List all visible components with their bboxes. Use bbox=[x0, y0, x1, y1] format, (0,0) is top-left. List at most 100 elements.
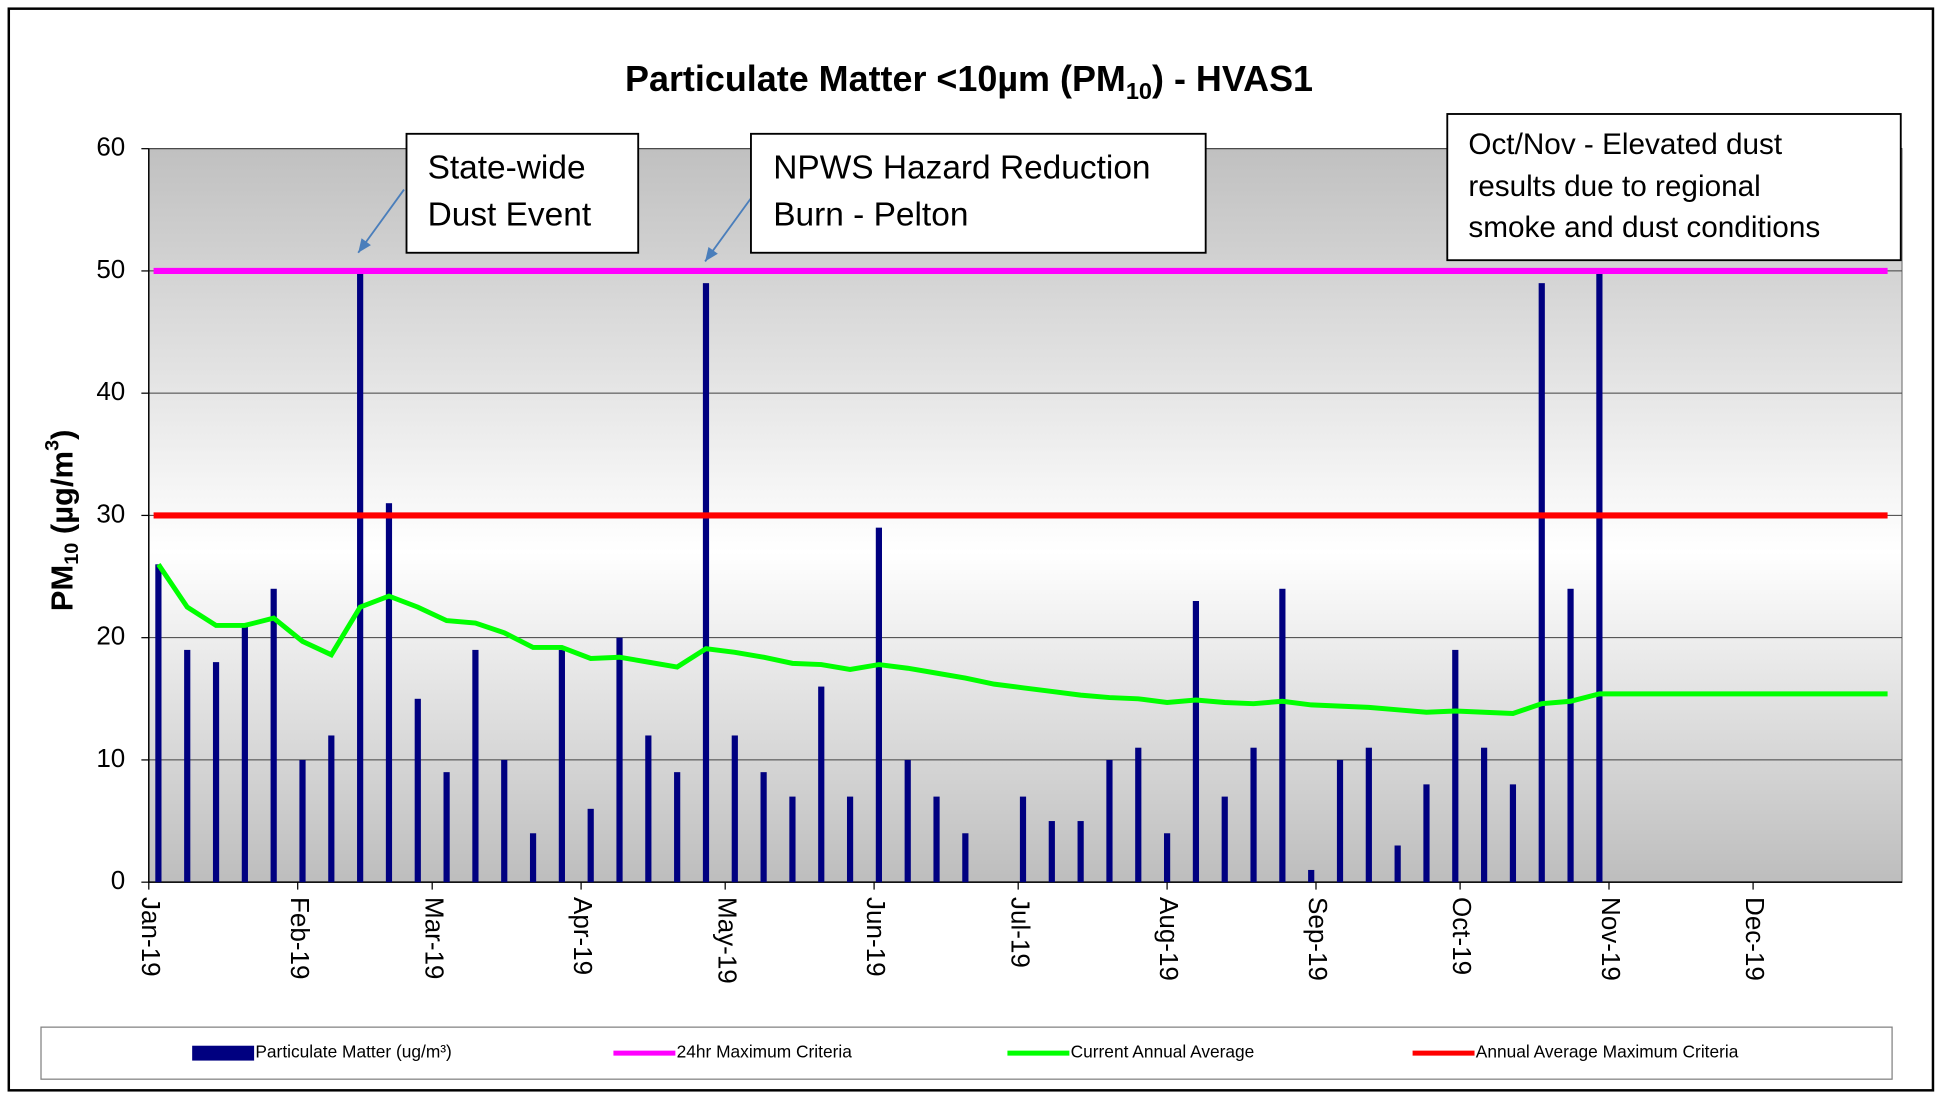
label-sub: 10 bbox=[61, 543, 83, 565]
y-tick-label: 20 bbox=[96, 621, 125, 651]
title-text: ) - HVAS1 bbox=[1152, 58, 1313, 99]
bar bbox=[1192, 601, 1200, 883]
annotation-text: results due to regional bbox=[1468, 170, 1760, 203]
x-tick-label: Apr-19 bbox=[568, 897, 598, 975]
legend bbox=[40, 1026, 1893, 1080]
bar bbox=[270, 588, 277, 883]
bar bbox=[385, 503, 393, 883]
title-sub: 10 bbox=[1126, 78, 1152, 104]
legend-label: Current Annual Average bbox=[1071, 1042, 1255, 1062]
bar bbox=[212, 662, 220, 883]
x-tick-label: Dec-19 bbox=[1740, 897, 1770, 981]
label-text: PM bbox=[45, 565, 80, 611]
x-tick-label: Nov-19 bbox=[1596, 897, 1626, 981]
bar bbox=[529, 833, 537, 883]
label-text: ) bbox=[45, 430, 80, 440]
y-tick-label: 40 bbox=[96, 376, 125, 406]
bar bbox=[818, 686, 825, 883]
y-tick-label: 60 bbox=[96, 132, 125, 162]
line bbox=[156, 562, 1888, 716]
annotation-text: smoke and dust conditions bbox=[1468, 211, 1820, 244]
annotation-box bbox=[750, 132, 1207, 254]
bar bbox=[241, 625, 248, 883]
bar bbox=[846, 796, 854, 883]
title-text: Particulate Matter <10µm (PM bbox=[625, 58, 1126, 99]
x-tick-label: Oct-19 bbox=[1447, 897, 1477, 975]
bar bbox=[1567, 588, 1574, 883]
bar bbox=[472, 649, 479, 883]
annotation-text: Oct/Nov - Elevated dust bbox=[1468, 128, 1783, 161]
bar bbox=[760, 772, 767, 883]
bar bbox=[674, 772, 681, 883]
bar bbox=[789, 796, 796, 883]
x-tick-label: Jul-19 bbox=[1005, 897, 1035, 968]
bar bbox=[1509, 784, 1517, 883]
bar bbox=[1221, 796, 1228, 883]
legend-label: Annual Average Maximum Criteria bbox=[1476, 1042, 1739, 1062]
bar bbox=[1163, 833, 1171, 883]
x-tick-label: Jun-19 bbox=[861, 897, 891, 977]
bar bbox=[299, 759, 306, 883]
x-tick-label: Aug-19 bbox=[1154, 897, 1184, 981]
bar bbox=[616, 637, 623, 883]
bar bbox=[414, 698, 421, 883]
bar bbox=[501, 759, 508, 883]
label-text: (µg/m bbox=[45, 451, 80, 543]
bar bbox=[328, 735, 335, 883]
bar bbox=[1077, 821, 1084, 883]
y-tick-label: 50 bbox=[96, 254, 125, 284]
y-tick-label: 30 bbox=[96, 498, 125, 528]
bar bbox=[357, 270, 364, 883]
annotation-text: Burn - Pelton bbox=[773, 197, 968, 234]
bar bbox=[155, 564, 162, 883]
bar bbox=[1481, 747, 1488, 883]
bar bbox=[1019, 796, 1027, 883]
bar bbox=[904, 759, 911, 883]
bar bbox=[1538, 283, 1545, 883]
bar bbox=[587, 808, 594, 883]
bar bbox=[1308, 869, 1315, 883]
bar bbox=[1452, 649, 1459, 883]
bar bbox=[731, 735, 738, 883]
legend-label: Particulate Matter (ug/m³) bbox=[255, 1042, 451, 1062]
x-tick-label: Jan-19 bbox=[136, 897, 166, 977]
bar bbox=[1048, 821, 1055, 883]
annotation-text: NPWS Hazard Reduction bbox=[773, 150, 1150, 187]
y-tick-label: 0 bbox=[111, 865, 125, 895]
annotation-box bbox=[1446, 113, 1902, 262]
annotation-text: State-wide bbox=[428, 150, 586, 187]
bar bbox=[1279, 588, 1286, 883]
bar bbox=[1336, 759, 1344, 883]
bar bbox=[1596, 270, 1603, 883]
x-tick-label: May-19 bbox=[712, 897, 742, 984]
legend-label: 24hr Maximum Criteria bbox=[677, 1042, 853, 1062]
arrow-head bbox=[358, 238, 371, 253]
label-sup: 3 bbox=[42, 440, 64, 451]
bar bbox=[184, 649, 191, 883]
bar bbox=[1423, 784, 1430, 883]
bar bbox=[558, 649, 565, 883]
bar bbox=[443, 772, 450, 883]
bar bbox=[1394, 845, 1401, 883]
bar bbox=[645, 735, 652, 883]
bar bbox=[1365, 747, 1372, 883]
y-axis-label: PM10 (µg/m3) bbox=[42, 430, 84, 612]
annotation-text: Dust Event bbox=[428, 197, 592, 234]
arrow-head bbox=[705, 246, 718, 262]
bar bbox=[702, 283, 710, 883]
y-tick-label: 10 bbox=[96, 743, 125, 773]
bar bbox=[962, 833, 969, 883]
annotation-box bbox=[405, 132, 640, 254]
bar bbox=[1106, 759, 1113, 883]
x-tick-label: Sep-19 bbox=[1303, 897, 1333, 981]
x-tick-label: Mar-19 bbox=[419, 897, 449, 979]
bar bbox=[875, 527, 882, 883]
bar bbox=[1135, 747, 1142, 883]
bar bbox=[933, 796, 940, 883]
legend-swatch bbox=[192, 1045, 255, 1061]
chart-title: Particulate Matter <10µm (PM10) - HVAS1 bbox=[625, 58, 1313, 104]
x-tick-label: Feb-19 bbox=[285, 897, 315, 979]
bar bbox=[1250, 747, 1257, 883]
